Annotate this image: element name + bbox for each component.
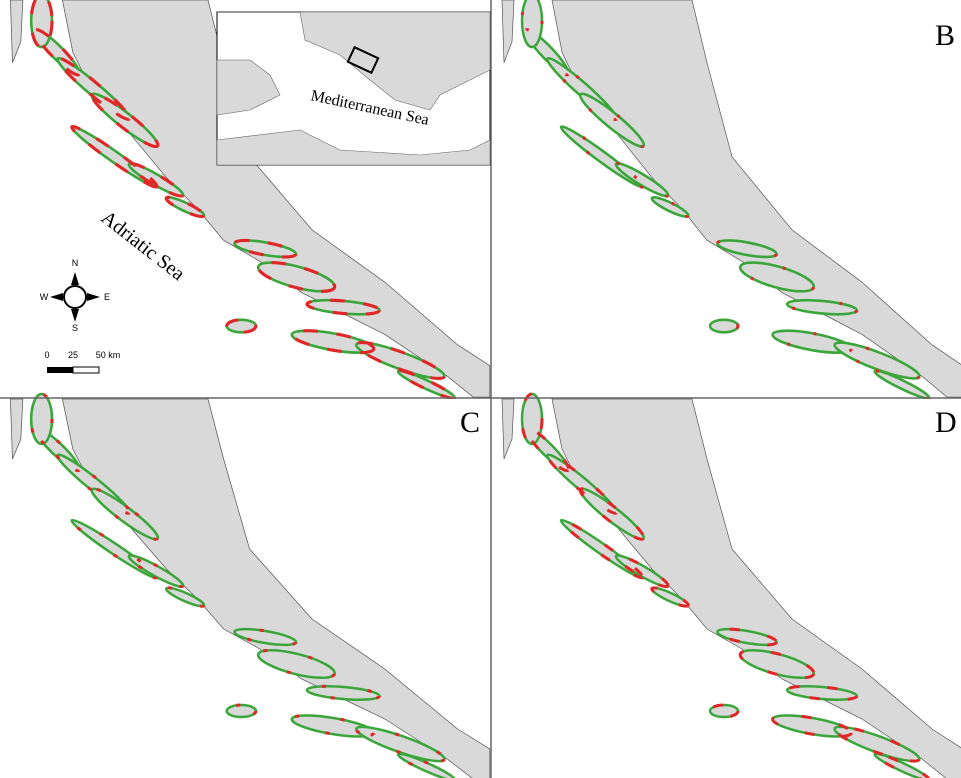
compass-e: E [104,292,110,302]
panel-b: B [492,0,961,402]
compass-w: W [40,292,49,302]
page: A Adriatic Sea N S W E 0 25 50 km Medite… [0,0,961,778]
map-shape [492,0,961,402]
map-shape [73,367,99,373]
panel-label: B [935,19,955,52]
figure: A Adriatic Sea N S W E 0 25 50 km Medite… [0,0,961,778]
map-shape [64,286,86,308]
panel-d: D [492,394,961,778]
panel-label: C [460,406,480,439]
compass-s: S [72,323,78,333]
scale-label: 50 km [96,350,121,360]
compass-n: N [72,258,79,268]
scale-label: 25 [68,350,78,360]
map-shape [492,394,961,778]
map-shape [0,394,490,778]
panel-c: C [0,394,490,778]
panel-label: D [935,406,957,439]
map-shape [47,367,73,373]
panel-a: A Adriatic Sea N S W E 0 25 50 km Medite… [0,0,490,402]
scale-label: 0 [44,350,49,360]
inset-map: Mediterranean Sea [217,12,490,165]
